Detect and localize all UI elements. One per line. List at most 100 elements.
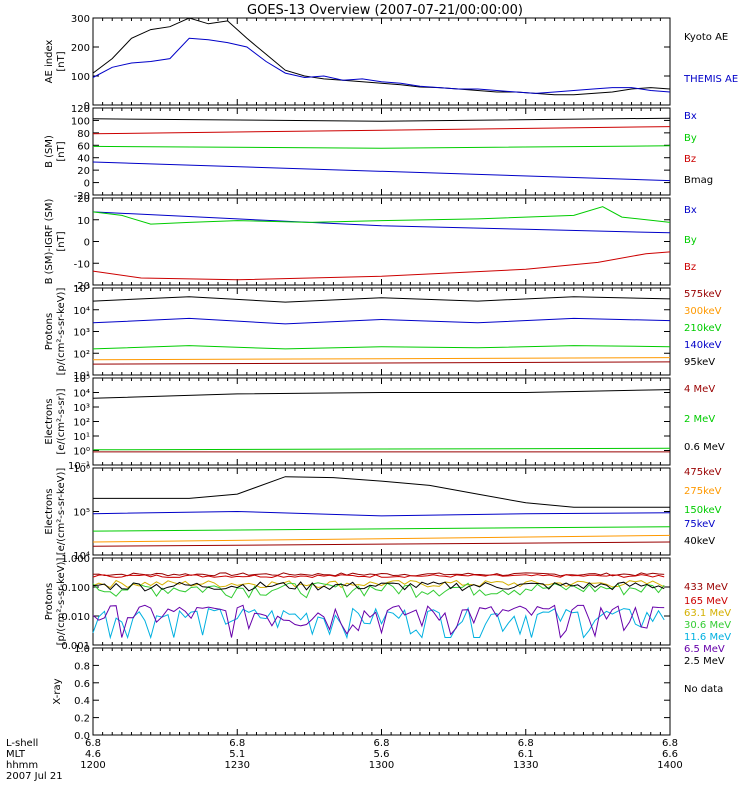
legend-entry: Bz (684, 154, 696, 165)
y-axis-label: [p/(cm²-s-sr-keV)] (56, 558, 67, 646)
y-tick-label: 120 (71, 104, 90, 115)
y-tick-label: 10³ (73, 403, 90, 414)
no-data-note: No data (684, 684, 723, 695)
series-line-bx (92, 211, 671, 234)
y-tick-label: 10⁰ (73, 447, 90, 458)
panel-bigrf: -20 -10 0 10 20 B (SM)-IGRF (SM) [nT] Bx By Bz (44, 194, 697, 292)
series-line-by (92, 206, 671, 225)
legend-entry: 140keV (684, 340, 722, 351)
y-axis-label: B (SM) (44, 135, 55, 168)
legend-entry: 63.1 MeV (684, 608, 731, 619)
footer-hhmm-value: 1400 (657, 760, 682, 771)
series-line-475kev (92, 541, 671, 547)
footer-mlt-value: 4.6 (85, 749, 101, 760)
footer-mlt-value: 6.6 (662, 749, 678, 760)
series-line-2-5-mev (92, 581, 665, 592)
y-tick-label: 20 (77, 166, 90, 177)
y-tick-label: -10 (74, 259, 90, 270)
y-axis-label: [e/(cm²-s-sr)] (56, 388, 67, 454)
footer-row-label: MLT (6, 749, 26, 760)
series-line-0-6-mev (92, 389, 671, 399)
y-tick-label: 60 (77, 141, 90, 152)
y-tick-label: 10⁵ (73, 508, 90, 519)
y-tick-label: 10² (73, 349, 90, 360)
series-line-themis-ae (92, 37, 671, 94)
footer-hhmm-value: 1200 (80, 760, 105, 771)
panel-protons_hi: 0.001 0.010 0.100 1.000 Protons [p/(cm²-s-sr-… (44, 554, 731, 667)
y-axis-label: [e/(cm²-s-sr-keV)] (56, 468, 67, 556)
series-line-275kev (92, 534, 671, 543)
legend-entry: 210keV (684, 323, 722, 334)
series-line-40kev (93, 476, 670, 508)
legend-entry: 4 MeV (684, 384, 715, 395)
y-tick-label: 300 (71, 14, 90, 25)
y-tick-label: 0.8 (74, 661, 90, 672)
series-line-63-1-mev (92, 579, 665, 589)
y-tick-label: -20 (74, 281, 90, 292)
y-tick-label: 1.000 (61, 554, 90, 565)
series-line-300kev (92, 357, 671, 361)
legend-entry: 40keV (684, 536, 715, 547)
legend-entry: Bz (684, 262, 696, 273)
y-tick-label: 10 (77, 216, 90, 227)
series-line-575kev (92, 361, 671, 365)
legend-entry: 475keV (684, 467, 722, 478)
y-tick-label: 0.0 (74, 731, 90, 742)
footer-mlt-value: 6.1 (518, 749, 534, 760)
panel-frame (92, 17, 671, 106)
y-axis-label: Protons (44, 583, 55, 620)
panel-ae: 0 100 200 300 AE index [nT] Kyoto AE THEMIS AE (44, 14, 738, 112)
y-tick-label: 0.010 (61, 612, 90, 623)
footer-hhmm-value: 1330 (513, 760, 538, 771)
y-tick-label: 200 (71, 43, 90, 54)
series-line-30-6-mev (92, 582, 665, 599)
y-tick-label: 0 (84, 238, 90, 249)
y-tick-label: 80 (77, 129, 90, 140)
legend-entry: 575keV (684, 289, 722, 300)
y-axis-label: Electrons (44, 398, 55, 444)
legend-entry: 433 MeV (684, 582, 728, 593)
legend-entry: By (684, 133, 697, 144)
footer-lshell-value: 6.8 (85, 738, 101, 749)
y-tick-label: 0.6 (74, 679, 90, 690)
y-tick-label: 100 (71, 72, 90, 83)
legend-entry: 2.5 MeV (684, 656, 725, 667)
footer-row-label: L-shell (6, 738, 38, 749)
y-axis-label: AE index (44, 40, 55, 84)
series-line-6-5-mev (92, 604, 665, 639)
footer-row-label: hhmm (6, 760, 38, 771)
series-line-kyoto-ae (92, 17, 671, 96)
legend-entry: Bx (684, 111, 697, 122)
legend-entry: Bx (684, 205, 697, 216)
y-tick-label: 10⁴ (73, 306, 90, 317)
series-line-165-mev (92, 574, 665, 579)
y-tick-label: 0.4 (74, 696, 90, 707)
panel-protons_lo: 10¹ 10² 10³ 10⁴ 10⁵ Protons [p/(cm²-s-sr-keV)]… (44, 284, 722, 382)
panel-xray: 0.0 0.2 0.4 0.6 0.8 1.0 X-ray No data (52, 644, 723, 742)
footer-lshell-value: 6.8 (518, 738, 534, 749)
y-tick-label: 10⁴ (73, 389, 90, 400)
y-axis-label: [nT] (56, 231, 67, 251)
legend-entry: 2 MeV (684, 414, 715, 425)
legend-entry: 6.5 MeV (684, 644, 725, 655)
footer-hhmm-value: 1300 (369, 760, 394, 771)
y-tick-label: 10¹ (73, 432, 90, 443)
series-line-140kev (92, 317, 671, 325)
legend-entry: THEMIS AE (683, 74, 738, 85)
series-line-95kev (92, 296, 671, 303)
footer-hhmm-value: 1230 (225, 760, 250, 771)
panel-frame (92, 647, 671, 736)
y-tick-label: 10⁵ (73, 374, 90, 385)
legend-entry: 165 MeV (684, 596, 728, 607)
series-line-210kev (92, 345, 671, 350)
legend-entry: 300keV (684, 306, 722, 317)
y-tick-label: 40 (77, 154, 90, 165)
series-line-by (92, 145, 671, 149)
series-line-bz (92, 126, 671, 135)
y-tick-label: 0.001 (61, 641, 90, 652)
legend-entry: 30.6 MeV (684, 620, 731, 631)
